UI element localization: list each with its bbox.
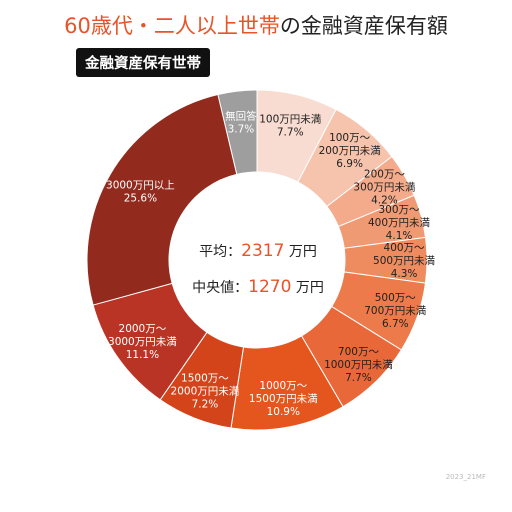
chart-title-rest: の金融資産保有額 (279, 14, 448, 38)
chart-slice-labels: 無回答 3.7%100万円未満 7.7% 100万～ 200万円未満 6.9%200万～ 3… (106, 110, 436, 418)
average-line: 平均：2317 万円 (180, 241, 336, 261)
slice-label-6: 500万～ 700万円未満 6.7% (364, 292, 427, 330)
footnote: 2023_21MF (445, 473, 486, 481)
average-unit: 万円 (288, 244, 317, 260)
chart-slices (86, 89, 428, 431)
median-label: 中央値： (192, 280, 249, 296)
chart-title: 60歳代・二人以上世帯の金融資産保有額 (0, 10, 512, 40)
average-value: 2317 (241, 241, 285, 261)
subtitle-badge: 金融資産保有世帯 (76, 48, 210, 77)
slice-label-7: 700万～ 1000万円未満 7.7% (324, 346, 393, 384)
chart-title-accent: 60歳代・二人以上世帯 (64, 14, 280, 38)
slice-label-10: 2000万～ 3000万円未満 11.1% (108, 323, 177, 361)
slice-label-0: 無回答 3.7% (225, 110, 257, 136)
slice-label-11: 3000万円以上 25.6% (106, 179, 175, 204)
median-line: 中央値：1270 万円 (180, 277, 336, 297)
pie-slice-11 (86, 93, 238, 306)
slice-label-9: 1500万～ 2000万円未満 7.2% (171, 372, 240, 410)
slice-label-2: 100万～ 200万円未満 6.9% (319, 132, 382, 170)
slice-label-3: 200万～ 300万円未満 4.2% (353, 169, 416, 207)
slice-label-1: 100万円未満 7.7% (259, 114, 322, 139)
median-value: 1270 (248, 277, 292, 297)
slice-label-8: 1000万～ 1500万円未満 10.9% (249, 380, 318, 418)
slice-label-5: 400万～ 500万円未満 4.3% (373, 242, 436, 280)
median-unit: 万円 (295, 280, 324, 296)
average-label: 平均： (199, 244, 242, 260)
slice-label-4: 300万～ 400万円未満 4.1% (368, 204, 431, 242)
